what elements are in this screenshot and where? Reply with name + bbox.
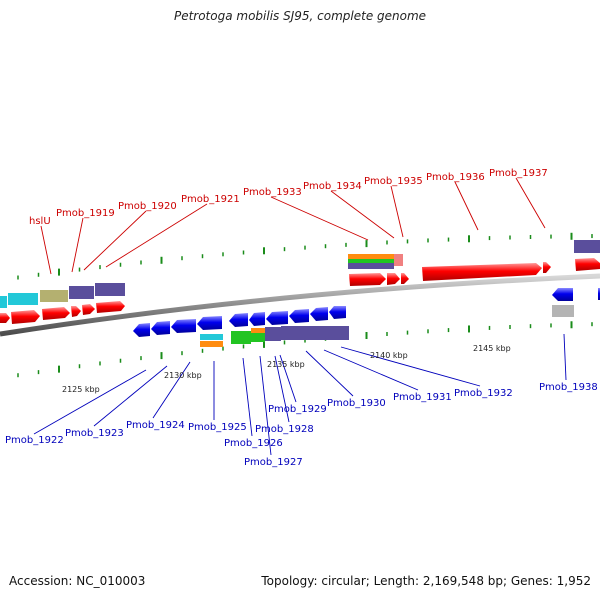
gene-labels-top: hslU Pmob_1919 Pmob_1920 Pmob_1921 Pmob_… — [29, 168, 548, 227]
gene-label: Pmob_1937 — [489, 168, 548, 179]
scale-label: 2135 kbp — [267, 360, 305, 369]
scale-label: 2140 kbp — [370, 351, 408, 360]
reverse-genes — [133, 288, 600, 347]
gene-label: Pmob_1935 — [364, 176, 423, 187]
gene-arrow — [310, 307, 328, 321]
gene-label: Pmob_1927 — [244, 457, 303, 468]
cog-block — [394, 254, 403, 266]
leader-lines-top — [40, 177, 546, 275]
gene-arrow — [249, 312, 265, 326]
scale-label: 2125 kbp — [62, 385, 100, 394]
accession-text: Accession: NC_010003 — [9, 574, 146, 588]
gene-arrow — [266, 311, 288, 325]
cog-block — [281, 326, 349, 340]
gene-labels-bottom: Pmob_1922 Pmob_1923 Pmob_1924 Pmob_1925 … — [5, 382, 598, 468]
scale-labels: 2125 kbp 2130 kbp 2135 kbp 2140 kbp 2145… — [62, 344, 511, 394]
gene-label: Pmob_1924 — [126, 420, 185, 431]
cog-block — [40, 290, 68, 302]
gene-label: Pmob_1929 — [268, 404, 327, 415]
gene-label: Pmob_1934 — [303, 181, 362, 192]
cog-block — [200, 334, 223, 340]
gene-arrow — [422, 263, 542, 281]
gene-label: Pmob_1922 — [5, 435, 64, 446]
cog-block — [348, 254, 394, 259]
gene-label: Pmob_1930 — [327, 398, 386, 409]
gene-arrow — [387, 273, 400, 285]
cog-block — [95, 283, 125, 296]
gene-arrow — [575, 258, 600, 271]
leader-lines-bottom — [33, 333, 567, 456]
tick-marks-top — [17, 232, 593, 280]
cog-block — [0, 296, 7, 308]
cog-block — [231, 331, 251, 344]
cog-block — [574, 240, 600, 253]
gene-arrow — [133, 323, 150, 337]
gene-arrow — [82, 304, 95, 315]
gene-arrow — [289, 309, 309, 323]
gene-label: Pmob_1932 — [454, 388, 513, 399]
gene-label: Pmob_1923 — [65, 428, 124, 439]
genome-summary-text: Topology: circular; Length: 2,169,548 bp… — [261, 574, 591, 588]
gene-arrow — [401, 273, 409, 284]
cog-block — [265, 327, 281, 341]
forward-genes — [0, 258, 600, 324]
gene-arrow — [329, 306, 346, 319]
gene-arrow — [197, 316, 222, 330]
gene-label: Pmob_1928 — [255, 424, 314, 435]
gene-arrow — [71, 306, 81, 317]
gene-label: Pmob_1926 — [224, 438, 283, 449]
cog-block — [69, 286, 94, 299]
gene-label: Pmob_1936 — [426, 172, 485, 183]
gene-label: Pmob_1938 — [539, 382, 598, 393]
gene-label: Pmob_1920 — [118, 201, 177, 212]
map-title: Petrotoga mobilis SJ95, complete genome — [173, 9, 427, 23]
gene-arrow — [151, 321, 170, 335]
gene-arrow — [42, 307, 70, 320]
gene-label: hslU — [29, 216, 51, 227]
cog-block — [348, 259, 394, 263]
gene-arrow — [0, 313, 10, 323]
cog-block — [251, 328, 265, 333]
cog-block — [200, 341, 223, 347]
gene-arrow — [349, 273, 386, 286]
scale-label: 2130 kbp — [164, 371, 202, 380]
scale-label: 2145 kbp — [473, 344, 511, 353]
genome-backbone — [0, 273, 600, 337]
gene-arrow — [171, 319, 196, 333]
gene-label: Pmob_1933 — [243, 187, 302, 198]
gene-label: Pmob_1925 — [188, 422, 247, 433]
gene-label: Pmob_1931 — [393, 392, 452, 403]
gene-arrow — [552, 288, 573, 301]
gene-arrow — [11, 310, 40, 324]
gene-label: Pmob_1921 — [181, 194, 240, 205]
gene-arrow — [229, 313, 248, 327]
gene-arrow — [543, 262, 551, 273]
cog-strip-forward — [0, 240, 600, 308]
gene-label: Pmob_1919 — [56, 208, 115, 219]
cog-block — [348, 263, 394, 269]
gene-arrow — [96, 301, 125, 313]
cog-block — [8, 293, 38, 305]
cog-block — [552, 305, 574, 317]
cog-block — [251, 333, 265, 342]
